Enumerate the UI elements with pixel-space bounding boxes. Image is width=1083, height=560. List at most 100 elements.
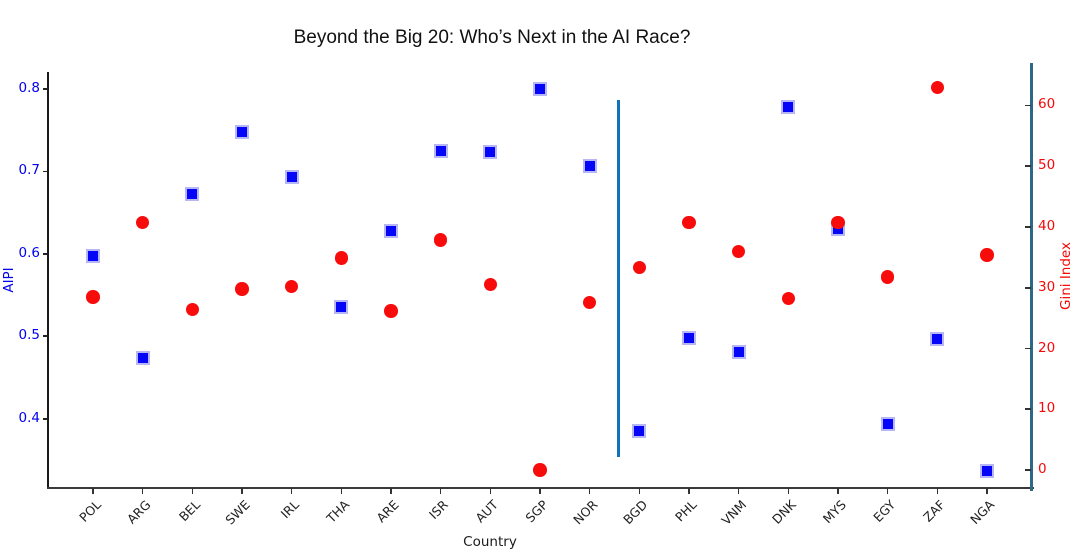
x-axis-title: Country (463, 534, 517, 550)
x-axis-tick-label: POL (75, 497, 104, 525)
left-axis-title: AIPI (1, 267, 17, 293)
gini-index-marker (980, 248, 994, 262)
aipi-marker (235, 124, 249, 139)
gini-index-marker (831, 215, 845, 230)
aipi-marker (930, 331, 945, 346)
aipi-marker (980, 463, 994, 478)
right-axis-tick-label: 20 (1038, 339, 1056, 356)
right-axis-tick-label: 0 (1038, 461, 1047, 478)
left-axis-tick-label: 0.6 (18, 244, 40, 261)
right-axis-tick-label: 50 (1038, 157, 1056, 174)
x-axis-tick-label: NOR (569, 497, 601, 528)
gini-index-marker (533, 463, 547, 477)
x-axis-tick-label: EGY (870, 497, 899, 526)
right-axis-tick-label: 60 (1038, 96, 1056, 113)
gini-index-marker (582, 295, 597, 310)
right-axis-tick-mark (1024, 165, 1031, 168)
aipi-marker (185, 187, 200, 202)
x-axis-tick-mark (588, 488, 591, 494)
x-axis-tick-mark (489, 488, 492, 494)
aipi-marker (135, 350, 150, 365)
chart-title: Beyond the Big 20: Who’s Next in the AI … (293, 27, 691, 48)
left-axis-tick-mark (42, 170, 48, 173)
right-axis-tick-label: 40 (1038, 217, 1056, 234)
aipi-marker (632, 424, 647, 439)
x-axis-tick-label: ARG (123, 497, 154, 527)
x-axis-tick-label: AUT (472, 497, 501, 526)
x-axis-tick-mark (340, 488, 343, 494)
gini-index-marker (334, 251, 349, 265)
gini-index-marker (930, 80, 945, 94)
x-axis-tick-mark (439, 488, 442, 494)
x-axis-tick-label: ZAF (920, 497, 948, 525)
left-axis-tick-label: 0.7 (18, 162, 40, 179)
x-axis-tick-label: ARE (373, 497, 402, 526)
x-axis-tick-mark (390, 488, 392, 494)
x-axis-tick-label: SWE (222, 497, 253, 528)
right-axis-tick-label: 10 (1038, 400, 1056, 417)
gini-index-marker (880, 270, 895, 284)
x-axis-tick-mark (986, 488, 988, 494)
x-axis-tick-label: SGP (522, 497, 551, 526)
gini-index-marker (433, 233, 448, 247)
x-axis-tick-label: DNK (769, 497, 799, 527)
aipi-marker (384, 223, 398, 238)
right-axis-tick-mark (1024, 469, 1031, 471)
aipi-marker (86, 249, 100, 264)
gini-index-marker (781, 291, 796, 306)
x-axis-tick-label: MYS (819, 497, 849, 527)
x-axis-tick-label: BEL (175, 497, 203, 525)
gini-index-marker (682, 215, 696, 230)
x-axis-tick-label: VNM (718, 497, 750, 528)
x-axis-tick-mark (787, 488, 790, 494)
x-axis-tick-mark (241, 488, 243, 494)
x-axis-tick-mark (92, 488, 94, 494)
right-axis-tick-mark (1024, 347, 1031, 350)
aipi-marker (582, 159, 597, 174)
gini-index-marker (135, 215, 150, 230)
x-axis-tick-label: PHL (672, 497, 700, 525)
left-axis-tick-mark (42, 417, 48, 420)
gini-index-marker (731, 244, 746, 259)
right-axis-tick-mark (1024, 104, 1031, 107)
right-axis-tick-mark (1024, 226, 1031, 228)
x-axis-tick-mark (141, 488, 144, 494)
x-axis-tick-label: THA (323, 497, 352, 526)
left-axis-tick-mark (42, 88, 48, 90)
x-axis-tick-mark (837, 488, 839, 494)
x-axis-tick-mark (290, 488, 293, 494)
x-axis-tick-mark (191, 488, 194, 494)
x-axis-tick-mark (737, 488, 740, 494)
left-axis-tick-label: 0.5 (18, 327, 40, 344)
x-axis-tick-label: ISR (426, 497, 452, 522)
x-axis-tick-mark (936, 488, 939, 494)
aipi-marker (433, 143, 448, 158)
right-axis-tick-mark (1024, 408, 1031, 411)
left-axis-tick-mark (42, 252, 48, 255)
x-axis-tick-label: BGD (619, 497, 650, 528)
x-axis-tick-mark (886, 488, 889, 494)
x-axis-tick-mark (688, 488, 690, 494)
x-axis-tick-label: NGA (967, 497, 998, 528)
x-axis-tick-label: IRL (277, 497, 303, 522)
left-axis-tick-label: 0.8 (18, 79, 40, 96)
right-axis-tick-mark (1024, 286, 1031, 289)
x-axis-tick-mark (539, 488, 541, 494)
aipi-marker (682, 330, 696, 345)
aipi-marker (731, 344, 746, 359)
aipi-marker (880, 416, 895, 431)
gini-index-marker (185, 302, 200, 317)
x-axis-tick-mark (638, 488, 641, 494)
left-axis-tick-label: 0.4 (18, 409, 40, 426)
aipi-marker (483, 144, 498, 159)
left-axis-spine (47, 72, 50, 488)
separator-line (617, 100, 620, 457)
aipi-marker (284, 170, 299, 185)
gini-index-marker (86, 290, 100, 304)
gini-index-marker (632, 260, 647, 275)
right-axis-tick-label: 30 (1038, 278, 1056, 295)
aipi-marker (781, 99, 796, 114)
gini-index-marker (235, 282, 249, 296)
aipi-marker (533, 81, 547, 96)
